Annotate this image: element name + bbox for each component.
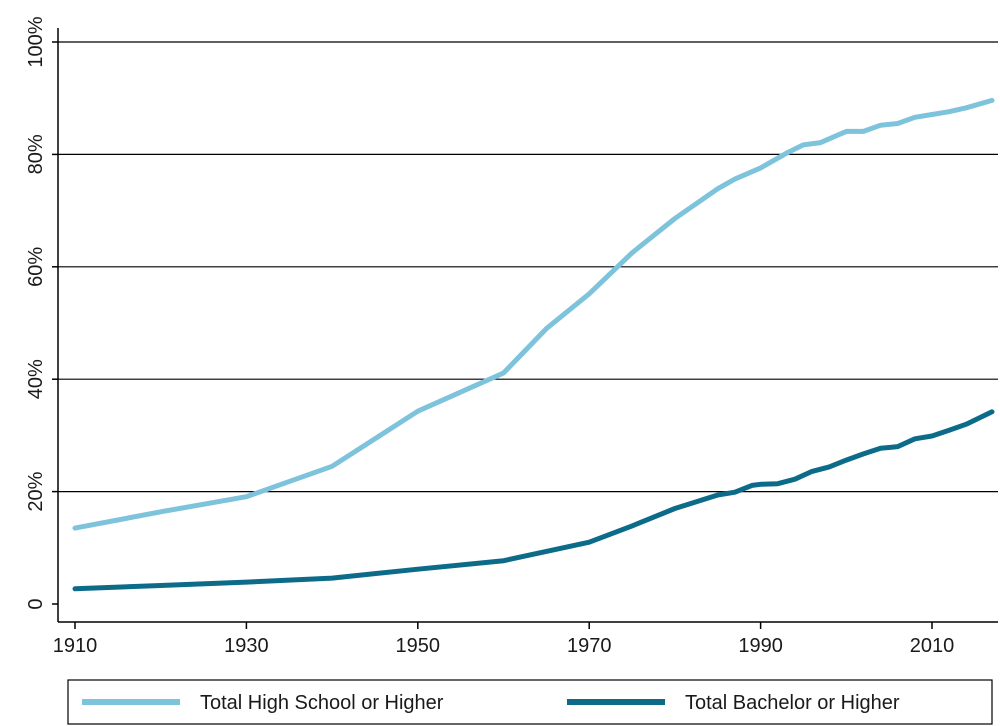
x-tick-label: 1990 <box>738 635 783 657</box>
gridlines <box>58 41 998 493</box>
x-tick-label: 1970 <box>567 635 612 657</box>
x-tick-label: 1910 <box>53 635 98 657</box>
axes: 0 20% 40% 60% 80% 100% 1910 1930 1950 1970 1990 201… <box>25 16 998 657</box>
legend-label: Total Bachelor or Higher <box>685 692 900 714</box>
series-lines <box>72 97 995 592</box>
legend-label: Total High School or Higher <box>200 692 444 714</box>
x-tick-label: 2010 <box>910 635 955 657</box>
x-tick-label: 1950 <box>396 635 441 657</box>
legend-box <box>67 679 993 725</box>
x-tick-label: 1930 <box>224 635 269 657</box>
legend: Total High School or Higher Total Bachelo… <box>67 679 993 725</box>
y-tick-label: 60% <box>25 247 47 287</box>
y-tick-label: 100% <box>25 16 47 67</box>
series-line-high-school <box>72 97 995 531</box>
y-tick-label: 40% <box>25 359 47 399</box>
series-line-bachelor <box>72 409 995 592</box>
y-tick-label: 0 <box>25 598 47 609</box>
y-tick-label: 20% <box>25 471 47 511</box>
y-tick-label: 80% <box>25 134 47 174</box>
